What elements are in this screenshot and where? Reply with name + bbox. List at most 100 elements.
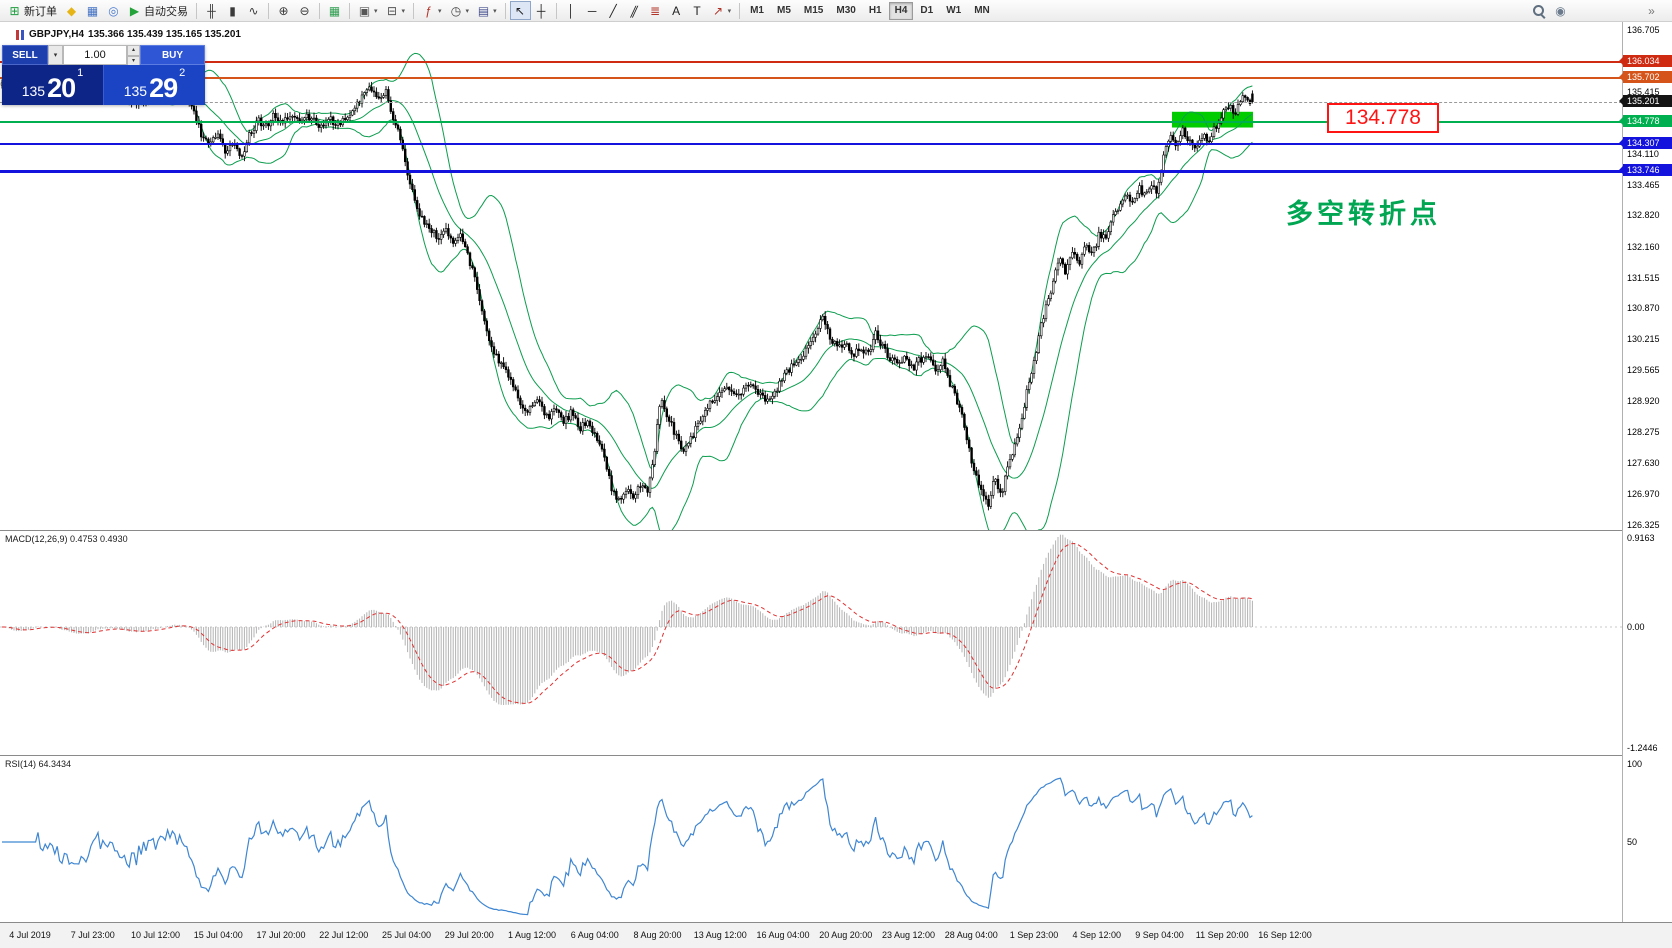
price-scale-tag: 135.201 [1623, 94, 1672, 107]
rsi-label: RSI(14) 64.3434 [5, 759, 72, 769]
community-icon: ◉ [1555, 3, 1566, 18]
new-chart-button[interactable]: ▣ ▾ [354, 1, 382, 20]
indicators-button[interactable]: ƒ ▾ [418, 1, 446, 20]
crosshair-button[interactable]: ┼ [531, 1, 552, 20]
timeframe-bar: M1 M5 M15 M30 H1 H4 D1 W1 MN [744, 1, 996, 20]
timeframe-m15-button[interactable]: M15 [798, 2, 829, 20]
timeframe-h1-button[interactable]: H1 [863, 2, 888, 20]
new-chart-icon: ▣ [358, 3, 371, 18]
toolbar-separator [268, 2, 269, 19]
channel-icon: ∥ [627, 3, 641, 18]
time-axis-label: 28 Aug 04:00 [944, 930, 998, 940]
toolbar-separator [413, 2, 415, 19]
rsi-pane[interactable]: RSI(14) 64.3434 [0, 756, 1622, 922]
terminal-button[interactable]: ▦ [82, 1, 103, 20]
market-button[interactable]: ◎ [103, 1, 124, 20]
price-scale-label: 135.415 [1627, 86, 1660, 97]
price-scale-label: 126.325 [1627, 520, 1660, 530]
fibonacci-button[interactable]: ≣ [645, 1, 666, 20]
volume-dropdown[interactable]: ▾ [48, 45, 63, 65]
toolbar-separator [504, 2, 506, 19]
dropdown-arrow-icon: ▾ [374, 7, 378, 15]
stepper-up-icon[interactable]: ▴ [127, 45, 140, 56]
text-button[interactable]: A [666, 1, 687, 20]
toolbar-separator [349, 2, 350, 19]
buy-button[interactable]: BUY [140, 45, 205, 65]
metaeditor-icon: ◆ [66, 3, 77, 18]
arrows-button[interactable]: ↗ ▾ [708, 1, 736, 20]
tile-windows-button[interactable]: ▦ [324, 1, 345, 20]
community-button[interactable]: ◉ [1550, 1, 1571, 20]
autotrading-icon: ▶ [129, 3, 140, 18]
channel-button[interactable]: ∥ [624, 1, 645, 20]
time-axis[interactable]: 4 Jul 2019 7 Jul 23:00 10 Jul 12:00 15 Jul … [0, 922, 1672, 948]
price-scale-tag: 134.307 [1623, 137, 1672, 150]
periods-button[interactable]: ◷ ▾ [446, 1, 474, 20]
macd-scale-label: 0.9163 [1627, 533, 1655, 543]
price-annotation-box[interactable]: 134.778 [1327, 103, 1439, 133]
overflow-button[interactable]: » [1641, 1, 1662, 20]
time-axis-label: 7 Jul 23:00 [70, 930, 115, 940]
bar-chart-icon: ╫ [207, 3, 216, 18]
pane-splitter[interactable] [0, 530, 1672, 531]
templates-button[interactable]: ▤ ▾ [473, 1, 501, 20]
line-chart-button[interactable]: ∿ [243, 1, 264, 20]
timeframe-m1-button[interactable]: M1 [744, 2, 770, 20]
time-axis-label: 25 Jul 04:00 [381, 930, 432, 940]
toolbar-right-group: ◉» [1528, 1, 1662, 20]
new-order-button[interactable]: ⊞ 新订单 [4, 1, 61, 20]
hline-134.307[interactable] [0, 143, 1622, 146]
timeframe-m5-button[interactable]: M5 [771, 2, 797, 20]
macd-pane[interactable]: MACD(12,26,9) 0.4753 0.4930 [0, 531, 1622, 755]
buy-price[interactable]: 135 29 2 [103, 65, 205, 105]
tile-windows-icon: ▦ [328, 3, 341, 18]
timeframe-m30-button[interactable]: M30 [830, 2, 861, 20]
autotrading-button-label: 自动交易 [144, 5, 188, 18]
vertical-line-button[interactable]: │ [561, 1, 582, 20]
cursor-button[interactable]: ↖ [509, 1, 531, 20]
price-axis[interactable]: 136.705 136.034 135.702 135.415 135.201 134.7… [1622, 22, 1672, 922]
line-chart-icon: ∿ [248, 3, 259, 18]
overflow-icon: » [1648, 3, 1655, 18]
profiles-button[interactable]: ⊟ ▾ [382, 1, 410, 20]
timeframe-mn-button[interactable]: MN [968, 2, 996, 20]
hline-136.034[interactable] [0, 60, 1622, 63]
metaeditor-button[interactable]: ◆ [61, 1, 82, 20]
bar-chart-button[interactable]: ╫ [201, 1, 222, 20]
price-scale-label: 132.820 [1627, 210, 1660, 221]
horizontal-line-icon: ─ [587, 3, 597, 18]
timeframe-h4-button[interactable]: H4 [888, 1, 914, 20]
horizontal-line-button[interactable]: ─ [582, 1, 603, 20]
label-button[interactable]: T [687, 1, 708, 20]
symbol-period-label: GBPJPY,H4 [29, 29, 85, 40]
toolbar-separator [555, 2, 557, 19]
price-scale-tag: 134.778 [1623, 114, 1672, 127]
candlestick-chart-button[interactable]: ▮ [222, 1, 243, 20]
time-axis-label: 6 Aug 04:00 [570, 930, 619, 940]
zoom-out-button[interactable]: ⊖ [294, 1, 315, 20]
main-chart-pane[interactable]: GBPJPY,H4 135.366 135.439 135.165 135.20… [0, 22, 1622, 530]
volume-stepper[interactable]: ▴ ▾ [127, 45, 140, 67]
time-axis-label: 4 Jul 2019 [9, 930, 51, 940]
rsi-chart [2, 777, 1253, 916]
timeframe-d1-button[interactable]: D1 [914, 2, 939, 20]
pane-splitter[interactable] [0, 755, 1672, 756]
horizontal-lines-layer [0, 22, 1622, 530]
sell-button[interactable]: SELL [2, 45, 48, 65]
macd-scale-label: -1.2446 [1627, 743, 1658, 753]
hline-135.702[interactable] [0, 76, 1622, 79]
hline-133.746[interactable] [0, 169, 1622, 173]
sell-price[interactable]: 135 20 1 [2, 65, 103, 105]
zoom-in-button[interactable]: ⊕ [273, 1, 294, 20]
turning-point-note[interactable]: 多空转折点 [1286, 199, 1441, 229]
autotrading-button[interactable]: ▶ 自动交易 [124, 1, 192, 20]
trendline-button[interactable]: ╱ [603, 1, 624, 20]
search-button[interactable] [1528, 1, 1550, 20]
hline-134.778[interactable] [0, 120, 1622, 123]
volume-input[interactable] [63, 45, 127, 65]
timeframe-w1-button[interactable]: W1 [940, 2, 967, 20]
last-price-line [0, 101, 1622, 103]
time-axis-label: 20 Aug 20:00 [819, 930, 873, 940]
